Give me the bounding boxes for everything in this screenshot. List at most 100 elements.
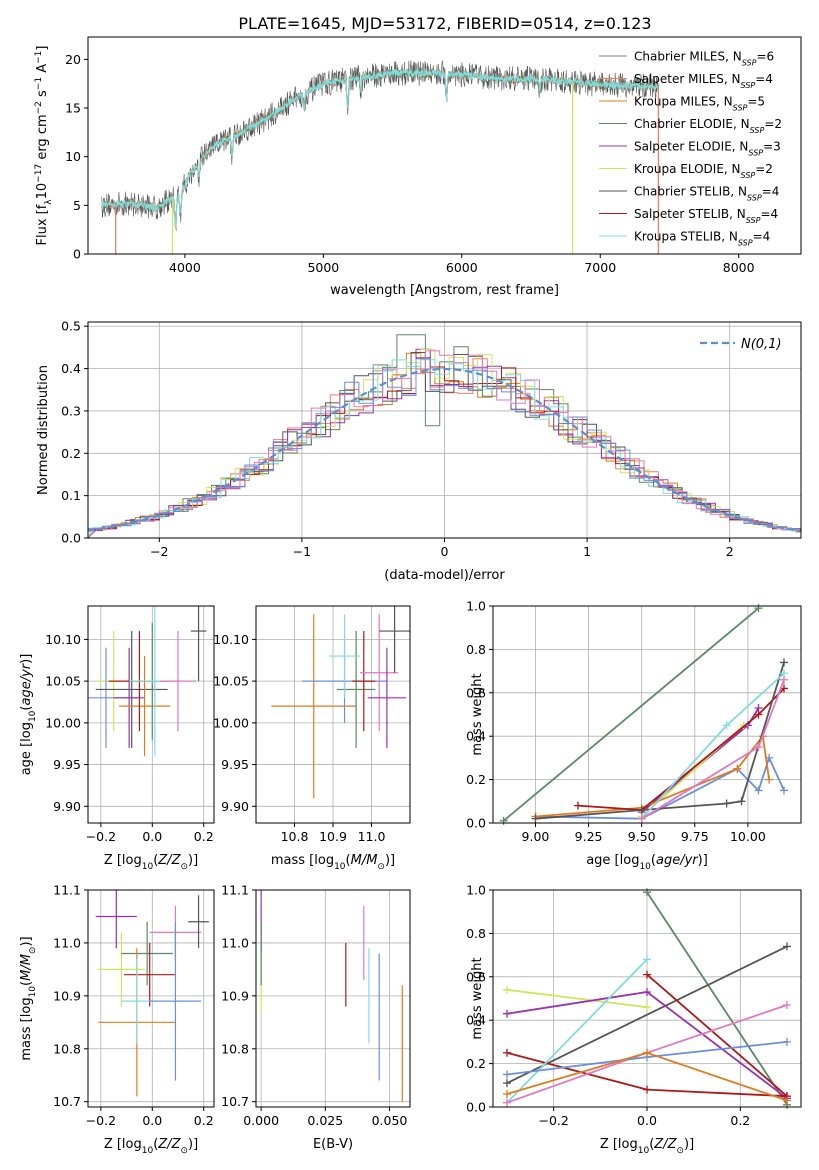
- x-axis-label: Z [log10(Z/Z⊙)]: [600, 1137, 694, 1156]
- data-point-marker: [780, 786, 789, 795]
- data-point-marker: [503, 1089, 511, 1098]
- x-tick-label: 0.000: [243, 1113, 279, 1128]
- legend-entry: Kroupa STELIB, NSSP=4: [634, 230, 770, 248]
- x-axis-label: E(B-V): [313, 1137, 353, 1152]
- data-point-marker: [643, 955, 651, 964]
- legend-text-part: SSP: [750, 126, 765, 135]
- axes-frame: [87, 36, 802, 255]
- data-point-marker: [733, 764, 742, 773]
- mass-weight-line: [503, 607, 760, 822]
- model-spectrum-line: [101, 68, 659, 227]
- data-point-marker: [643, 1048, 651, 1057]
- label-part: −1: [34, 51, 44, 64]
- y-tick-label: 0.8: [466, 642, 486, 657]
- x-tick-label: 0.0: [142, 1113, 162, 1128]
- legend-text-part: =2: [764, 117, 782, 131]
- y-tick-label: 15: [65, 101, 81, 116]
- y-tick-label: 9.90: [53, 799, 81, 814]
- legend-text-part: Chabrier ELODIE, N: [634, 117, 750, 131]
- legend-text-part: SSP: [742, 58, 757, 67]
- label-part: (: [19, 981, 34, 986]
- data-point-marker: [531, 814, 540, 823]
- label-part: 10: [638, 1146, 650, 1156]
- y-axis-label: mass weight: [470, 673, 485, 755]
- y-axis-label: mass [log10(M/M⊙)]: [19, 936, 38, 1060]
- y-tick-label: 10.9: [221, 988, 249, 1003]
- label-part: A: [35, 64, 50, 77]
- panel-weight_vs_Z: −0.2 0.0 0.2 0.0 0.2 0.4 0.6 0.8 1.0 Z [log10(Z/Z…: [466, 883, 802, 1156]
- legend-text-part: Chabrier MILES, N: [634, 50, 742, 64]
- x-tick-label: 4000: [169, 260, 201, 275]
- data-point-marker: [722, 721, 731, 730]
- x-tick-label: 0.2: [194, 829, 214, 844]
- x-tick-label: 0.0: [142, 829, 162, 844]
- label-part: Flux [f: [35, 204, 50, 245]
- x-tick-label: 10.00: [730, 829, 766, 844]
- model-spectrum-line: [101, 67, 659, 230]
- axes-frame: [87, 321, 802, 539]
- legend-entry: Kroupa MILES, NSSP=5: [634, 95, 765, 113]
- x-tick-label: −2: [150, 544, 168, 559]
- x-tick-label: 8000: [723, 260, 755, 275]
- legend-text-part: Kroupa STELIB, N: [634, 230, 738, 244]
- label-part: mass [log: [19, 997, 34, 1060]
- x-tick-label: −0.2: [86, 829, 116, 844]
- y-tick-label: 11.1: [221, 883, 249, 898]
- mass-weight-line: [646, 891, 788, 1106]
- x-axis-label: Z [log10(Z/Z⊙)]: [104, 853, 198, 872]
- y-tick-label: 20: [65, 52, 81, 67]
- x-axis-label: wavelength [Angstrom, rest frame]: [330, 283, 559, 298]
- y-tick-label: 10.05: [213, 674, 249, 689]
- label-part: −2: [34, 101, 44, 114]
- data-point-marker: [722, 799, 731, 808]
- figure-title: PLATE=1645, MJD=53172, FIBERID=0514, z=0…: [238, 14, 651, 33]
- axes-frame: [87, 605, 215, 824]
- label-part: λ: [44, 199, 54, 205]
- label-part: age/yr: [656, 853, 699, 868]
- legend-text-part: SSP: [741, 171, 756, 180]
- panel-weight_vs_age: 9.00 9.25 9.50 9.75 10.00 0.0 0.2 0.4 0.6 0.8 1.0 a…: [466, 599, 802, 872]
- label-part: (: [153, 853, 158, 868]
- label-part: (: [649, 1137, 654, 1152]
- label-part: Z [log: [104, 1137, 142, 1152]
- mass-weight-line: [646, 973, 788, 1097]
- y-tick-label: 10: [65, 149, 81, 164]
- legend-entry: Salpeter STELIB, NSSP=4: [634, 207, 778, 225]
- y-axis-label: Normed distribution: [36, 365, 51, 495]
- y-tick-label: 10.10: [45, 632, 81, 647]
- y-tick-label: 11.0: [53, 935, 81, 950]
- x-tick-label: 0.025: [307, 1113, 343, 1128]
- y-tick-label: 0: [73, 247, 81, 262]
- x-axis-label: mass [log10(M/M⊙)]: [271, 853, 395, 872]
- legend-text-part: =2: [755, 162, 773, 176]
- y-tick-label: 10.9: [53, 988, 81, 1003]
- residual-histogram: [88, 349, 801, 538]
- legend-entry: Chabrier MILES, NSSP=6: [634, 50, 774, 68]
- label-part: Z [log: [600, 1137, 638, 1152]
- legend-text-part: Salpeter STELIB, N: [634, 207, 746, 221]
- x-tick-label: 0.0: [637, 1113, 657, 1128]
- label-part: ]: [35, 46, 50, 51]
- label-part: 10: [28, 986, 38, 998]
- label-part: ⊙: [28, 947, 38, 955]
- label-part: Z/Z: [157, 853, 181, 868]
- data-point-marker: [783, 1001, 791, 1010]
- y-tick-label: 11.0: [221, 935, 249, 950]
- y-tick-label: 9.95: [221, 757, 249, 772]
- data-point-marker: [737, 797, 746, 806]
- y-tick-label: 11.1: [53, 883, 81, 898]
- label-part: Z/Z: [157, 1137, 181, 1152]
- x-tick-label: 6000: [446, 260, 478, 275]
- y-tick-label: 10.00: [45, 715, 81, 730]
- y-tick-label: 0.8: [466, 926, 486, 941]
- label-part: M/M: [351, 853, 378, 868]
- label-part: )]: [698, 853, 708, 868]
- panel-mass_vs_ebv: 0.000 0.025 0.050 10.7 10.8 10.9 11.0 11.1 E(B-V…: [221, 883, 411, 1152]
- y-tick-label: 0.5: [61, 319, 81, 334]
- y-axis-label: age [log10(age/yr)]: [19, 654, 38, 776]
- legend-text-part: =3: [763, 140, 781, 154]
- legend-text-part: SSP: [738, 238, 753, 247]
- x-tick-label: 9.50: [628, 829, 656, 844]
- label-part: Z/Z: [653, 1137, 677, 1152]
